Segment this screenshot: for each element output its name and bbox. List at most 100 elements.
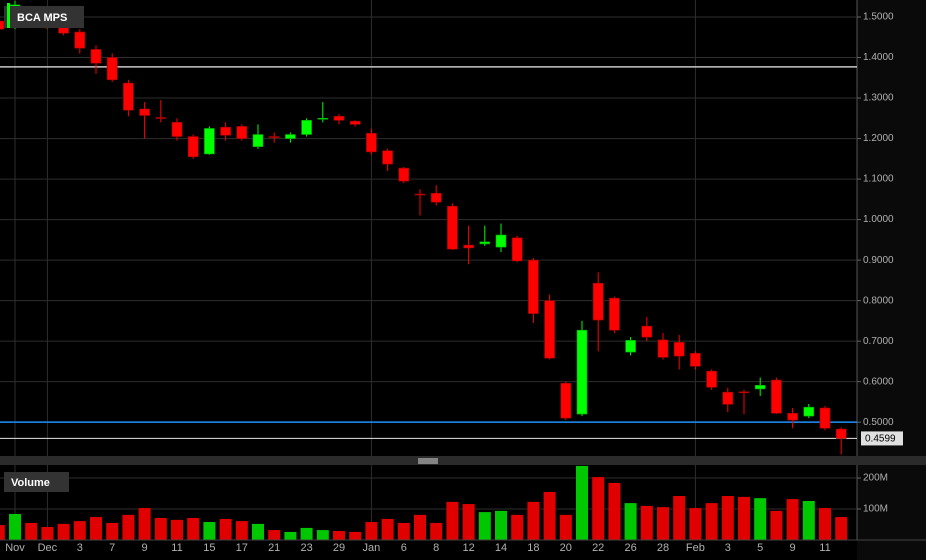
x-tick-label: 8 bbox=[433, 542, 439, 554]
candle-body bbox=[0, 20, 5, 30]
y-tick-label: 0.5000 bbox=[863, 417, 894, 428]
grid bbox=[0, 0, 857, 540]
volume-bar bbox=[592, 477, 605, 540]
y-tick-label: 1.0000 bbox=[863, 214, 894, 225]
right-axis-area bbox=[857, 0, 926, 560]
candle-body bbox=[317, 118, 329, 120]
volume-bar bbox=[138, 508, 151, 540]
volume-bar bbox=[414, 514, 426, 540]
pane-divider[interactable] bbox=[0, 456, 926, 465]
x-tick-label: 21 bbox=[268, 542, 280, 554]
volume-bar bbox=[9, 513, 21, 540]
volume-bar bbox=[770, 510, 783, 540]
volume-bar bbox=[381, 518, 394, 540]
volume-bar bbox=[835, 517, 848, 540]
title-marker bbox=[7, 3, 10, 28]
candle-body bbox=[74, 31, 86, 49]
volume-bar bbox=[527, 501, 540, 540]
candle-body bbox=[106, 57, 118, 81]
x-tick-label: 9 bbox=[142, 542, 148, 554]
volume-bar bbox=[819, 508, 831, 540]
divider-handle[interactable] bbox=[418, 458, 438, 464]
candle-body bbox=[771, 379, 782, 414]
x-tick-label: Jan bbox=[363, 542, 381, 554]
volume-bar bbox=[25, 522, 38, 540]
volume-bar bbox=[41, 526, 54, 540]
candle-body bbox=[544, 300, 555, 359]
x-tick-label: Nov bbox=[5, 542, 25, 554]
candle-body bbox=[220, 126, 231, 136]
candle-body bbox=[414, 193, 426, 196]
volume-bar bbox=[640, 505, 653, 540]
candle-body bbox=[609, 297, 620, 331]
x-tick-label: Dec bbox=[38, 542, 58, 554]
volume-bar bbox=[705, 503, 718, 540]
volume-bar bbox=[122, 514, 135, 540]
candle-body bbox=[787, 412, 798, 421]
volume-bar bbox=[495, 510, 507, 540]
candle-body bbox=[155, 117, 167, 119]
volume-bar bbox=[511, 514, 524, 540]
candle-body bbox=[285, 134, 296, 139]
x-tick-label: 3 bbox=[725, 542, 731, 554]
volume-bar bbox=[478, 512, 491, 540]
x-tick-label: 23 bbox=[300, 542, 312, 554]
candle-body bbox=[187, 136, 199, 158]
volume-bar bbox=[171, 519, 183, 540]
candle-body bbox=[382, 150, 393, 165]
volume-bar bbox=[397, 522, 410, 540]
x-tick-label: 11 bbox=[819, 542, 830, 554]
y-tick-label: 1.5000 bbox=[863, 12, 894, 23]
candle-body bbox=[447, 205, 458, 250]
volume-bar bbox=[430, 522, 443, 540]
volume-bar bbox=[268, 530, 281, 540]
volume-bar bbox=[106, 522, 119, 540]
candle-body bbox=[592, 282, 604, 321]
y-tick-label: 1.2000 bbox=[863, 133, 894, 144]
candle-body bbox=[641, 325, 653, 338]
candle-body bbox=[463, 244, 474, 249]
volume-bar bbox=[738, 496, 750, 540]
volume-bar bbox=[300, 527, 313, 540]
candle-body bbox=[706, 370, 717, 388]
volume-bar bbox=[284, 531, 297, 540]
candle-body bbox=[252, 134, 264, 147]
x-tick-label: 12 bbox=[462, 542, 474, 554]
candle-body bbox=[268, 136, 280, 138]
candle-body bbox=[738, 391, 750, 394]
volume-bar bbox=[57, 523, 70, 540]
volume-bar bbox=[462, 504, 475, 540]
x-tick-label: 18 bbox=[527, 542, 539, 554]
candle-body bbox=[398, 167, 410, 182]
volume-bar bbox=[349, 531, 362, 540]
candle-body bbox=[657, 339, 669, 358]
last-price-tag bbox=[861, 431, 903, 446]
title-box bbox=[4, 6, 84, 28]
volume-bar bbox=[0, 525, 5, 540]
volume-bar bbox=[73, 521, 86, 540]
candle-body bbox=[560, 382, 572, 419]
volume-bar bbox=[365, 522, 378, 540]
candle-body bbox=[754, 385, 766, 390]
candle-body bbox=[301, 120, 312, 135]
y-tick-label: 0.9000 bbox=[863, 255, 894, 266]
candle-body bbox=[625, 340, 636, 353]
y-tick-label: 200M bbox=[863, 473, 888, 484]
y-tick-label: 1.1000 bbox=[863, 174, 894, 185]
candle-body bbox=[90, 49, 102, 64]
volume-bar bbox=[333, 531, 345, 540]
volume-bar bbox=[187, 517, 200, 540]
y-tick-label: 0.8000 bbox=[863, 295, 894, 306]
volume-bar bbox=[446, 501, 459, 540]
candle-body bbox=[349, 120, 361, 125]
last-price-label: 0.4599 bbox=[865, 434, 896, 445]
x-tick-label: 6 bbox=[401, 542, 407, 554]
x-tick-label: Feb bbox=[686, 542, 705, 554]
x-tick-label: 17 bbox=[236, 542, 248, 554]
candle-body bbox=[803, 406, 815, 417]
candle-body bbox=[690, 353, 701, 367]
volume-bar bbox=[673, 495, 686, 540]
volume-bar bbox=[802, 500, 815, 540]
